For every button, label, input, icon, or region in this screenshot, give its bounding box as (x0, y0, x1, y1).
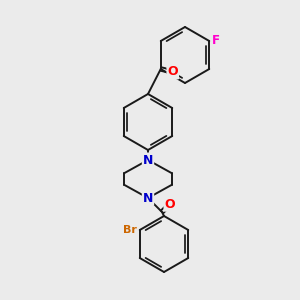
Text: N: N (143, 154, 153, 166)
Text: F: F (212, 34, 220, 47)
Text: O: O (164, 198, 175, 211)
Text: O: O (167, 65, 178, 79)
Text: N: N (143, 191, 153, 205)
Text: Br: Br (123, 225, 137, 235)
